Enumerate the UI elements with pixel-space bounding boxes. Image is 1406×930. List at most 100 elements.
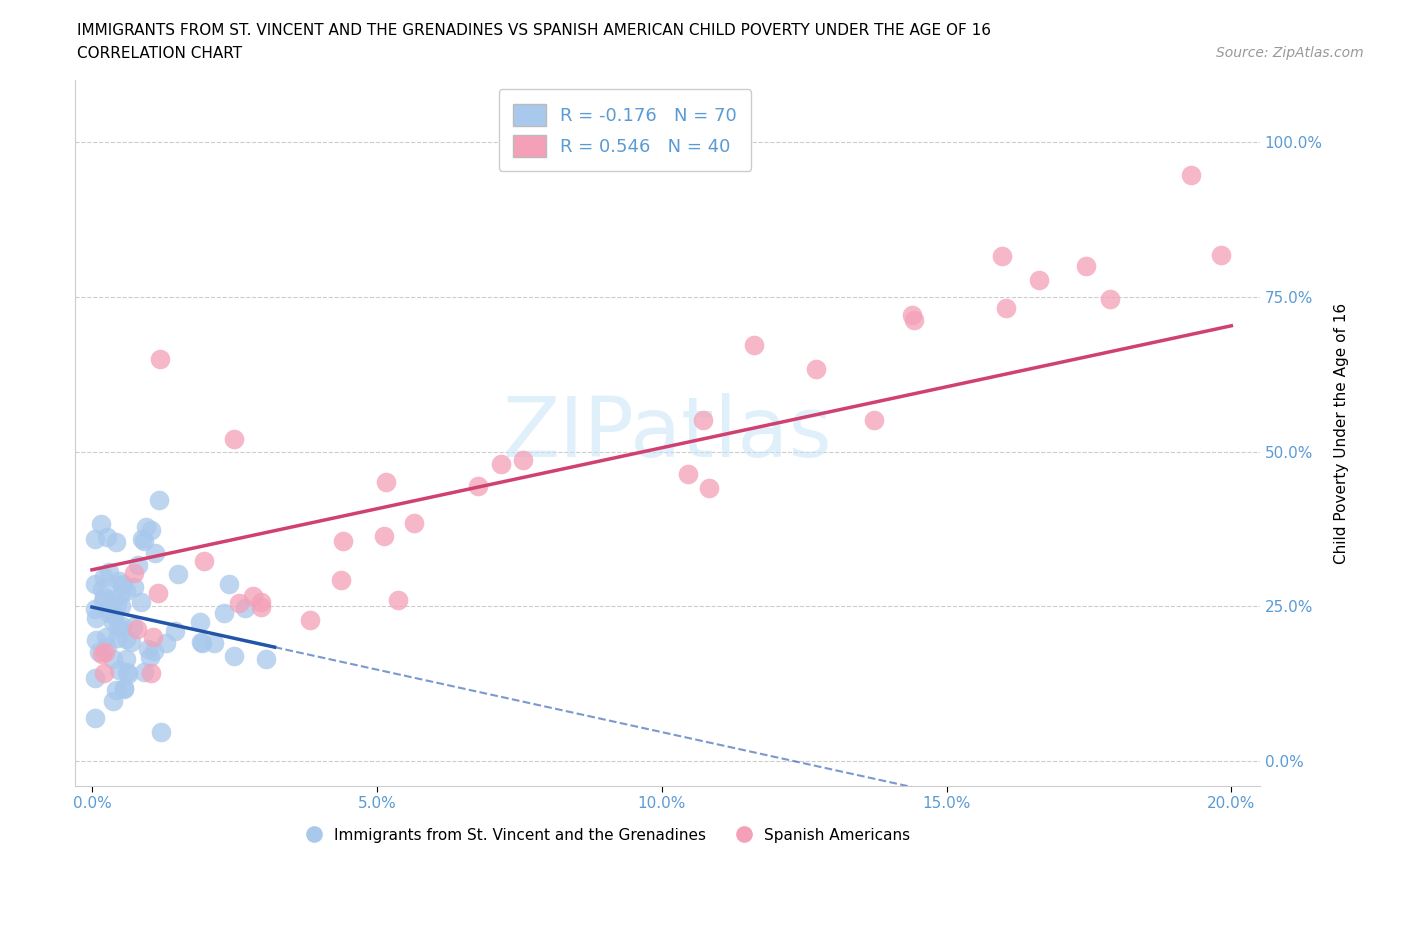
Point: [97, 605, 120, 620]
Point: [190, 634, 212, 649]
Point: [149, 725, 172, 740]
Point: [129, 595, 152, 610]
Point: [135, 520, 157, 535]
Point: [132, 534, 155, 549]
Point: [120, 634, 142, 649]
Point: [863, 413, 886, 428]
Point: [112, 681, 135, 696]
Point: [87, 644, 110, 659]
Point: [117, 667, 139, 682]
Point: [122, 620, 145, 635]
Point: [155, 635, 177, 650]
Point: [93, 590, 115, 604]
Point: [142, 644, 165, 658]
Point: [903, 312, 925, 327]
Point: [163, 623, 186, 638]
Point: [96, 529, 118, 544]
Point: [122, 579, 145, 594]
Point: [1180, 167, 1202, 182]
Point: [103, 615, 125, 630]
Point: [125, 621, 148, 636]
Point: [467, 478, 489, 493]
Point: [83, 711, 105, 725]
Point: [373, 528, 395, 543]
Point: [101, 651, 124, 666]
Point: [83, 602, 105, 617]
Point: [86, 611, 108, 626]
Point: [299, 613, 322, 628]
Point: [93, 569, 115, 584]
Point: [233, 601, 256, 616]
Point: [103, 607, 125, 622]
Point: [167, 567, 190, 582]
Point: [134, 664, 156, 679]
Point: [108, 662, 131, 677]
Y-axis label: Child Poverty Under the Age of 16: Child Poverty Under the Age of 16: [1334, 302, 1348, 564]
Point: [332, 534, 354, 549]
Point: [84, 532, 107, 547]
Point: [1028, 272, 1050, 287]
Point: [512, 452, 534, 467]
Point: [222, 648, 245, 663]
Point: [149, 352, 172, 366]
Point: [676, 467, 699, 482]
Text: CORRELATION CHART: CORRELATION CHART: [77, 46, 242, 61]
Text: IMMIGRANTS FROM ST. VINCENT AND THE GRENADINES VS SPANISH AMERICAN CHILD POVERTY: IMMIGRANTS FROM ST. VINCENT AND THE GREN…: [77, 23, 991, 38]
Point: [143, 546, 166, 561]
Point: [1099, 291, 1122, 306]
Point: [122, 565, 145, 580]
Point: [101, 694, 124, 709]
Point: [139, 523, 162, 538]
Point: [489, 457, 512, 472]
Point: [250, 599, 273, 614]
Point: [1209, 247, 1232, 262]
Point: [224, 432, 246, 446]
Point: [91, 646, 114, 661]
Text: ZIPatlas: ZIPatlas: [502, 392, 832, 473]
Point: [105, 683, 128, 698]
Point: [188, 615, 211, 630]
Point: [228, 595, 250, 610]
Point: [212, 605, 235, 620]
Point: [90, 516, 112, 531]
Point: [142, 630, 165, 644]
Point: [404, 516, 426, 531]
Point: [112, 682, 135, 697]
Point: [127, 557, 149, 572]
Point: [110, 599, 132, 614]
Point: [111, 577, 134, 591]
Point: [202, 635, 225, 650]
Point: [139, 666, 162, 681]
Point: [1076, 259, 1098, 273]
Point: [114, 583, 136, 598]
Point: [84, 632, 107, 647]
Point: [242, 589, 264, 604]
Point: [93, 645, 115, 660]
Point: [330, 572, 353, 587]
Point: [692, 413, 714, 428]
Point: [84, 671, 107, 685]
Text: Source: ZipAtlas.com: Source: ZipAtlas.com: [1216, 46, 1364, 60]
Point: [131, 532, 153, 547]
Point: [136, 642, 159, 657]
Point: [108, 587, 131, 602]
Point: [115, 665, 138, 680]
Point: [193, 553, 215, 568]
Point: [101, 592, 124, 607]
Point: [254, 652, 277, 667]
Point: [250, 594, 273, 609]
Point: [96, 630, 118, 644]
Point: [105, 631, 128, 645]
Point: [96, 639, 118, 654]
Point: [110, 578, 132, 592]
Point: [115, 651, 138, 666]
Point: [108, 573, 131, 588]
Point: [114, 631, 136, 646]
Point: [83, 576, 105, 591]
Point: [742, 338, 765, 352]
Point: [139, 649, 162, 664]
Point: [190, 635, 212, 650]
Point: [91, 594, 114, 609]
Point: [93, 666, 115, 681]
Point: [374, 474, 396, 489]
